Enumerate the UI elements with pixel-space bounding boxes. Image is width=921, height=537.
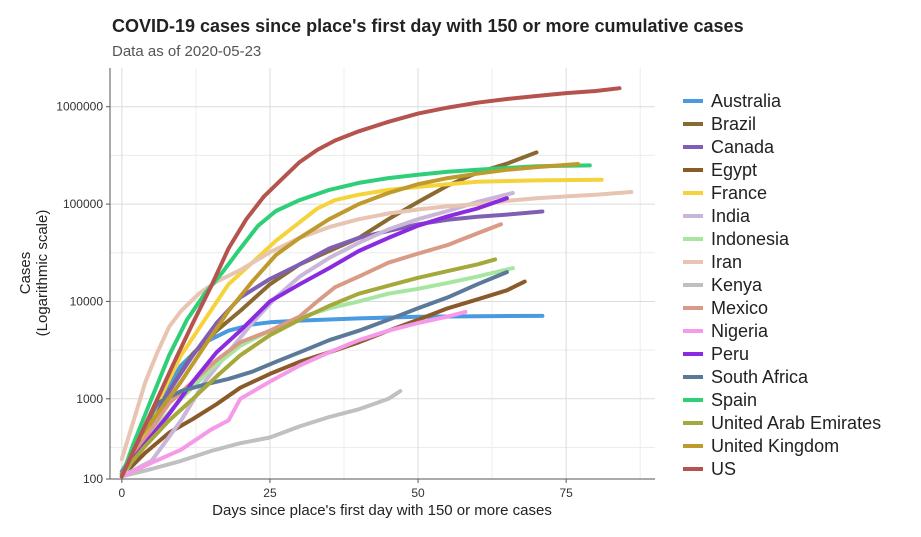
legend-label-india: India bbox=[711, 206, 751, 226]
series-line-india bbox=[119, 191, 515, 479]
chart-title: COVID-19 cases since place's first day w… bbox=[112, 16, 744, 36]
y-axis-ticks: 100 1000 10000 100000 1000000 bbox=[56, 100, 110, 486]
axes bbox=[109, 68, 655, 480]
legend-label-australia: Australia bbox=[711, 91, 782, 111]
y-axis-label: Cases bbox=[17, 252, 34, 295]
series-line-iran bbox=[119, 190, 634, 462]
series-line-united-arab-emirates bbox=[119, 257, 498, 476]
y-tick-label: 100000 bbox=[63, 197, 103, 211]
series-line-kenya bbox=[119, 389, 403, 479]
y-tick-label: 10000 bbox=[70, 294, 104, 308]
legend-label-egypt: Egypt bbox=[711, 160, 757, 180]
series-line-nigeria bbox=[119, 309, 468, 479]
series-line-peru bbox=[119, 196, 509, 476]
legend-label-united-kingdom: United Kingdom bbox=[711, 436, 839, 456]
series-line-spain bbox=[119, 163, 592, 479]
series-line-canada bbox=[119, 209, 545, 476]
legend-label-kenya: Kenya bbox=[711, 275, 763, 295]
series-layer bbox=[119, 86, 634, 479]
legend-label-brazil: Brazil bbox=[711, 114, 756, 134]
legend-label-spain: Spain bbox=[711, 390, 757, 410]
x-tick-label: 0 bbox=[119, 486, 126, 500]
chart-subtitle: Data as of 2020-05-23 bbox=[112, 43, 261, 60]
legend-label-france: France bbox=[711, 183, 767, 203]
x-tick-label: 50 bbox=[411, 486, 425, 500]
x-tick-label: 25 bbox=[263, 486, 277, 500]
legend-label-iran: Iran bbox=[711, 252, 742, 272]
legend-label-canada: Canada bbox=[711, 137, 775, 157]
legend-label-united-arab-emirates: United Arab Emirates bbox=[711, 413, 881, 433]
x-axis-label: Days since place's first day with 150 or… bbox=[212, 502, 552, 519]
y-tick-label: 1000000 bbox=[56, 100, 103, 114]
series-line-france bbox=[119, 177, 604, 476]
y-tick-label: 1000 bbox=[76, 392, 103, 406]
grid bbox=[110, 68, 655, 480]
legend-label-us: US bbox=[711, 459, 736, 479]
legend: Australia Brazil Canada Egypt France India Ind… bbox=[683, 91, 881, 479]
x-tick-label: 75 bbox=[559, 486, 573, 500]
x-axis-ticks: 0 25 50 75 bbox=[119, 479, 573, 500]
series-line-united-kingdom bbox=[119, 162, 580, 479]
y-axis-label-group: Cases (Logarithmic scale) bbox=[17, 210, 51, 337]
legend-label-nigeria: Nigeria bbox=[711, 321, 769, 341]
series-line-us bbox=[119, 86, 622, 479]
y-tick-label: 100 bbox=[83, 472, 103, 486]
legend-label-indonesia: Indonesia bbox=[711, 229, 790, 249]
legend-label-peru: Peru bbox=[711, 344, 749, 364]
y-axis-label-sub: (Logarithmic scale) bbox=[34, 210, 51, 337]
legend-label-south-africa: South Africa bbox=[711, 367, 809, 387]
legend-label-mexico: Mexico bbox=[711, 298, 768, 318]
